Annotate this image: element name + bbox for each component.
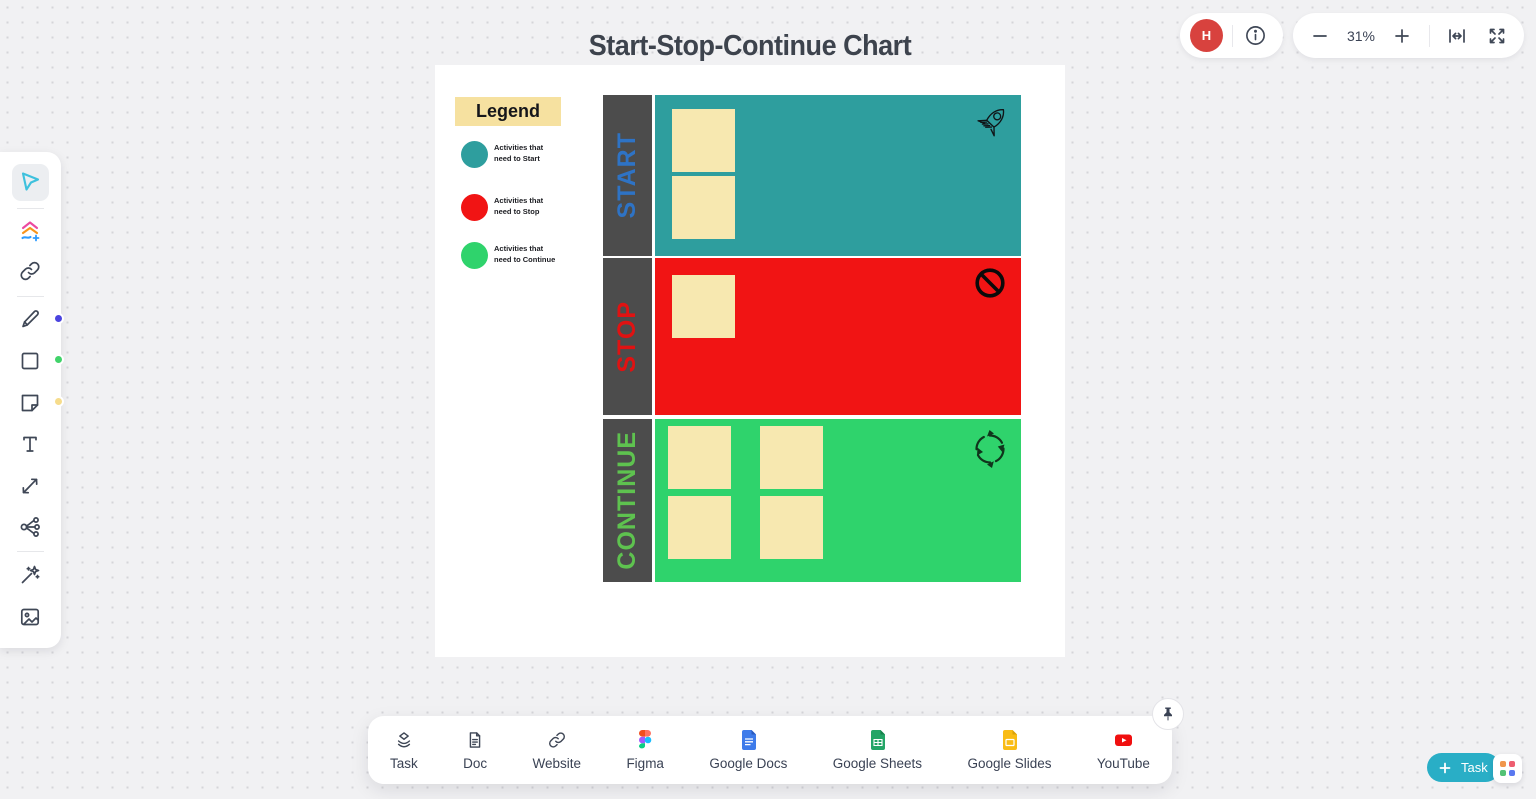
fit-width-button[interactable] xyxy=(1444,23,1470,49)
sidebar-divider xyxy=(17,208,44,209)
toolbar-item-google-docs[interactable]: Google Docs xyxy=(709,729,788,771)
toolbar-item-google-slides[interactable]: Google Slides xyxy=(967,729,1052,771)
divider xyxy=(1232,24,1233,47)
user-pill: H xyxy=(1180,13,1283,58)
toolbar-item-task[interactable]: Task xyxy=(390,730,418,771)
pen-tool-button[interactable] xyxy=(18,307,42,331)
select-tool-button[interactable] xyxy=(18,170,42,194)
sticky-note[interactable] xyxy=(760,426,823,489)
legend: Legend Activities that need to Start Act… xyxy=(455,97,605,297)
legend-item-continue[interactable]: Activities that need to Continue xyxy=(461,242,555,269)
sticky-notes-continue xyxy=(668,426,823,559)
legend-item-start[interactable]: Activities that need to Start xyxy=(461,141,543,168)
rocket-icon[interactable] xyxy=(968,100,1014,146)
youtube-icon-label: YouTube xyxy=(1096,755,1150,771)
row-label-start[interactable]: START xyxy=(603,95,652,256)
apps-dot-pink xyxy=(1509,761,1515,767)
apps-dot-orange xyxy=(1500,761,1506,767)
magic-tool-button[interactable] xyxy=(18,563,42,587)
chart-row-stop: STOP xyxy=(603,258,1021,415)
row-label-continue[interactable]: CONTINUE xyxy=(603,419,652,582)
google-docs-icon-label: Google Docs xyxy=(709,755,788,771)
toolbar-item-google-sheets[interactable]: Google Sheets xyxy=(832,729,923,771)
toolbar-item-figma[interactable]: Figma xyxy=(626,729,664,771)
task-icon-label: Task xyxy=(390,755,418,771)
embed-toolbar: Task Doc Website Figma Google xyxy=(368,716,1172,784)
legend-label: Activities that need to Start xyxy=(494,143,544,163)
sticky-note[interactable] xyxy=(672,176,735,239)
apps-dot-blue xyxy=(1509,770,1515,776)
sticky-notes-stop xyxy=(672,275,735,338)
connector-tool-button[interactable] xyxy=(18,474,42,498)
toolbar-item-youtube[interactable]: YouTube xyxy=(1097,730,1150,771)
zoom-in-button[interactable] xyxy=(1389,23,1415,49)
image-tool-button[interactable] xyxy=(18,605,42,629)
figma-icon-label: Figma xyxy=(626,755,664,771)
legend-dot-start xyxy=(461,141,488,168)
board-title[interactable]: Start-Stop-Continue Chart xyxy=(588,30,912,62)
google-sheets-icon-label: Google Sheets xyxy=(832,755,923,771)
apps-dot-green xyxy=(1500,770,1506,776)
legend-dot-stop xyxy=(461,194,488,221)
avatar[interactable]: H xyxy=(1190,19,1223,52)
legend-label: Activities that need to Continue xyxy=(494,244,556,264)
sticky-note-tool-button[interactable] xyxy=(18,391,42,415)
sticky-notes-start xyxy=(672,109,735,239)
templates-tool-button[interactable] xyxy=(18,219,42,243)
add-task-button[interactable]: Task xyxy=(1427,753,1500,782)
sticky-note[interactable] xyxy=(668,426,731,489)
doc-icon-label: Doc xyxy=(463,755,488,771)
chart-row-continue: CONTINUE xyxy=(603,419,1021,582)
sticky-note[interactable] xyxy=(760,496,823,559)
text-tool-button[interactable] xyxy=(18,432,42,456)
zoom-out-button[interactable] xyxy=(1307,23,1333,49)
row-body-stop[interactable] xyxy=(655,258,1021,415)
info-button[interactable] xyxy=(1242,23,1268,49)
no-entry-icon[interactable] xyxy=(973,266,1007,300)
sticky-color-indicator xyxy=(53,396,64,407)
link-tool-button[interactable] xyxy=(18,259,42,283)
row-body-start[interactable] xyxy=(655,95,1021,256)
pin-toolbar-button[interactable] xyxy=(1152,698,1184,730)
expand-button[interactable] xyxy=(1484,23,1510,49)
toolbar-item-website[interactable]: Website xyxy=(532,730,582,771)
google-slides-icon-label: Google Slides xyxy=(967,755,1052,771)
legend-title[interactable]: Legend xyxy=(455,97,561,126)
legend-label: Activities that need to Stop xyxy=(494,196,544,216)
website-icon-label: Website xyxy=(532,755,582,771)
sticky-note[interactable] xyxy=(668,496,731,559)
tool-sidebar xyxy=(0,152,61,648)
legend-item-stop[interactable]: Activities that need to Stop xyxy=(461,194,543,221)
pen-color-indicator xyxy=(53,313,64,324)
sticky-note[interactable] xyxy=(672,109,735,172)
sidebar-divider xyxy=(17,296,44,297)
chart-row-start: START xyxy=(603,95,1021,256)
add-task-label: Task xyxy=(1461,760,1488,775)
cycle-arrows-icon[interactable] xyxy=(968,427,1012,471)
shape-color-indicator xyxy=(53,354,64,365)
zoom-level[interactable]: 31% xyxy=(1346,27,1376,44)
divider xyxy=(1428,24,1430,47)
row-label-stop[interactable]: STOP xyxy=(603,258,652,415)
legend-dot-continue xyxy=(461,242,488,269)
apps-grid-button[interactable] xyxy=(1493,754,1522,783)
mind-map-tool-button[interactable] xyxy=(18,515,42,539)
shape-tool-button[interactable] xyxy=(18,349,42,373)
zoom-controls: 31% xyxy=(1293,13,1524,58)
sticky-note[interactable] xyxy=(672,275,735,338)
row-body-continue[interactable] xyxy=(655,419,1021,582)
toolbar-item-doc[interactable]: Doc xyxy=(463,730,487,771)
sidebar-divider xyxy=(17,551,44,552)
